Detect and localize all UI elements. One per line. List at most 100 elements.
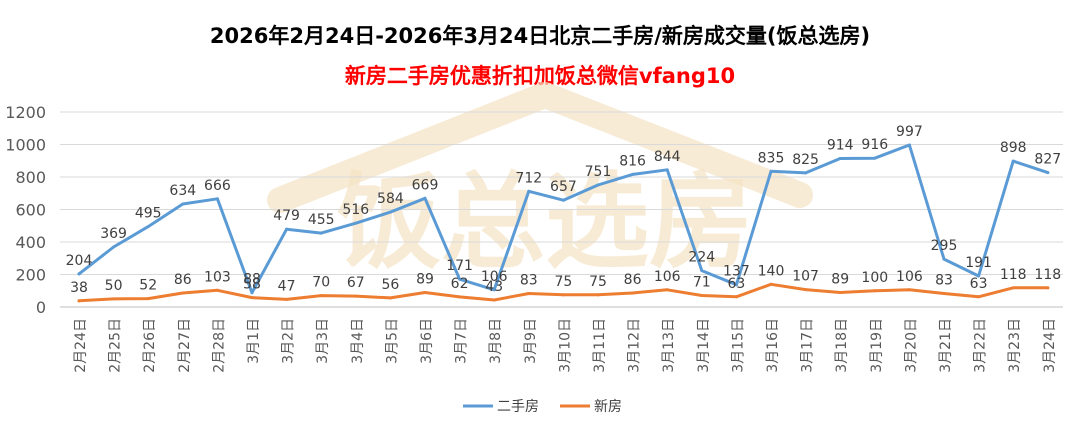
x-tick-label: 3月3日 — [315, 318, 331, 364]
series — [77, 143, 1050, 303]
data-point — [942, 292, 946, 296]
data-label: 107 — [792, 269, 819, 285]
data-point — [250, 296, 254, 300]
x-tick-label: 3月17日 — [800, 318, 816, 373]
grid — [60, 111, 1063, 308]
data-label: 455 — [308, 212, 335, 228]
data-point — [561, 198, 565, 202]
data-label: 827 — [1034, 152, 1061, 168]
data-point — [77, 272, 81, 276]
data-point — [769, 169, 773, 173]
data-point — [596, 293, 600, 297]
data-point — [319, 231, 323, 235]
y-tick-label: 600 — [15, 201, 46, 220]
watermark: 饭总选房 — [267, 82, 813, 283]
x-tick-label: 3月24日 — [1042, 318, 1058, 373]
data-point — [596, 183, 600, 187]
data-label: 495 — [135, 206, 162, 222]
data-label: 295 — [931, 238, 958, 254]
data-label: 106 — [654, 269, 681, 285]
x-tick-label: 3月23日 — [1007, 318, 1023, 373]
data-label: 171 — [446, 258, 473, 274]
data-label: 58 — [243, 277, 261, 293]
data-label: 844 — [654, 149, 681, 165]
data-label: 997 — [896, 124, 923, 140]
data-point — [112, 245, 116, 249]
chart-title: 2026年2月24日-2026年3月24日北京二手房/新房成交量(饭总选房) — [209, 24, 871, 48]
data-point — [907, 288, 911, 292]
data-point — [112, 297, 116, 301]
data-label: 825 — [792, 152, 819, 168]
x-tick-label: 2月28日 — [211, 318, 227, 373]
x-tick-label: 2月25日 — [108, 318, 124, 373]
data-label: 70 — [312, 275, 330, 291]
data-point — [1046, 171, 1050, 175]
data-point — [285, 297, 289, 301]
data-label: 712 — [515, 170, 542, 186]
data-point — [527, 292, 531, 296]
data-point — [631, 291, 635, 295]
data-point — [700, 293, 704, 297]
data-label: 56 — [381, 277, 399, 293]
data-point — [838, 156, 842, 160]
data-point — [977, 274, 981, 278]
x-tick-label: 3月10日 — [557, 318, 573, 373]
data-label: 224 — [688, 250, 715, 266]
data-point — [388, 296, 392, 300]
data-label: 835 — [758, 150, 785, 166]
data-label: 106 — [896, 269, 923, 285]
data-label: 191 — [965, 255, 992, 271]
data-label: 88 — [243, 272, 261, 288]
data-point — [734, 295, 738, 299]
data-label: 916 — [861, 137, 888, 153]
data-point — [527, 189, 531, 193]
x-tick-label: 3月20日 — [903, 318, 919, 373]
data-label: 137 — [723, 264, 750, 280]
data-label: 86 — [624, 272, 642, 288]
data-point — [354, 221, 358, 225]
data-label: 898 — [1000, 140, 1027, 156]
x-tick-label: 3月6日 — [419, 318, 435, 364]
data-label: 106 — [481, 269, 508, 285]
data-point — [873, 156, 877, 160]
y-tick-label: 800 — [15, 168, 46, 187]
watermark-roof — [267, 82, 813, 213]
data-point — [665, 288, 669, 292]
data-point — [458, 295, 462, 299]
data-point — [423, 196, 427, 200]
data-point — [181, 291, 185, 295]
data-point — [977, 295, 981, 299]
y-tick-label: 0 — [36, 298, 46, 317]
data-point — [907, 143, 911, 147]
data-point — [215, 197, 219, 201]
data-label: 751 — [585, 164, 612, 180]
y-tick-label: 1000 — [5, 136, 46, 155]
data-label: 86 — [174, 272, 192, 288]
data-point — [700, 269, 704, 273]
data-label: 666 — [204, 178, 231, 194]
legend: 二手房 新房 — [463, 399, 622, 415]
y-tick-label: 400 — [15, 233, 46, 252]
data-label: 584 — [377, 191, 404, 207]
y-tick-label: 200 — [15, 266, 46, 285]
axes: 0 200 400 600 800 1000 1200 2月24日 2月25日 2月26日 2月27… — [5, 103, 1058, 373]
x-tick-label: 3月9日 — [523, 318, 539, 364]
data-point — [146, 297, 150, 301]
data-point — [181, 202, 185, 206]
data-label: 204 — [66, 253, 93, 269]
x-tick-label: 3月21日 — [938, 318, 954, 373]
data-label: 118 — [1034, 267, 1061, 283]
data-point — [804, 288, 808, 292]
data-label: 89 — [831, 272, 849, 288]
data-point — [561, 293, 565, 297]
data-point — [942, 257, 946, 261]
data-label: 103 — [204, 269, 231, 285]
x-tick-label: 2月24日 — [73, 318, 89, 373]
x-tick-label: 3月22日 — [973, 318, 989, 373]
x-tick-label: 3月2日 — [281, 318, 297, 364]
data-point — [873, 289, 877, 293]
x-tick-label: 3月5日 — [384, 318, 400, 364]
data-point — [734, 283, 738, 287]
data-point — [458, 277, 462, 281]
